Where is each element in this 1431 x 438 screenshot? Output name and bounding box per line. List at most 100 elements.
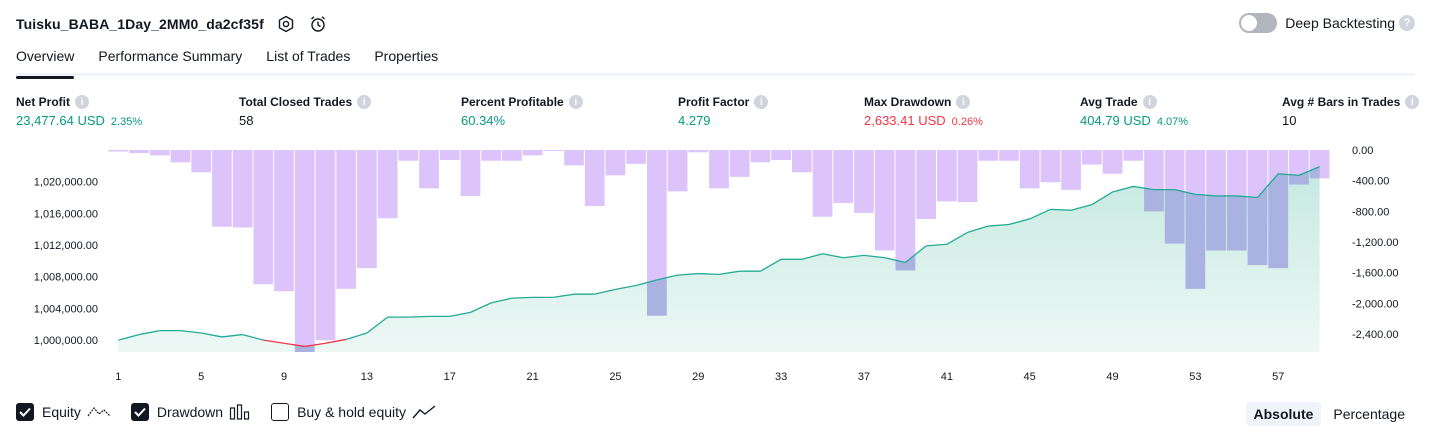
metric-max-drawdown: Max Drawdown i 2,633.41 USD 0.26% xyxy=(864,94,983,129)
drawdown-bar xyxy=(460,150,481,197)
info-icon[interactable]: i xyxy=(1405,95,1420,109)
drawdown-bar xyxy=(439,150,460,160)
metric-total-closed-trades: Total Closed Trades i 58 xyxy=(239,94,372,129)
equity-segment xyxy=(904,245,927,263)
equity-segment xyxy=(470,302,492,313)
left-axis-tick: 1,008,000.00 xyxy=(34,272,98,284)
info-icon[interactable]: i xyxy=(1142,95,1157,109)
deep-backtesting-toggle[interactable] xyxy=(1239,13,1278,33)
drawdown-bar xyxy=(377,150,398,219)
x-axis-tick: 29 xyxy=(692,371,704,383)
drawdown-bar xyxy=(626,150,647,164)
info-icon[interactable]: i xyxy=(75,95,89,109)
left-axis-tick: 1,016,000.00 xyxy=(34,208,98,220)
drawdown-bar xyxy=(647,150,667,316)
equity-segment xyxy=(1091,191,1113,206)
equity-segment xyxy=(491,297,513,304)
legend-buy-hold-label: Buy & hold equity xyxy=(297,404,407,420)
chart-legend: Equity Drawdown Buy & hold equity xyxy=(16,403,456,421)
right-axis: 0.00 -400.00 -800.00 -1,200.00 -1,600.00 -2,0… xyxy=(1352,145,1398,341)
drawdown-bar xyxy=(916,150,936,220)
report-tabs: Overview Performance Summary List of Tra… xyxy=(16,42,1415,79)
metric-percent-profitable: Percent Profitable i 60.34% xyxy=(461,94,583,129)
buy-hold-checkbox[interactable] xyxy=(271,403,290,421)
right-axis-tick: -2,000.00 xyxy=(1352,298,1398,310)
metric-label: Total Closed Trades xyxy=(239,95,353,109)
drawdown-bar xyxy=(688,150,709,153)
metric-value: 23,477.64 USD xyxy=(16,113,105,128)
legend-equity-label: Equity xyxy=(42,404,81,420)
equity-segment xyxy=(221,333,243,338)
legend-drawdown[interactable]: Drawdown xyxy=(130,403,251,421)
percentage-button[interactable]: Percentage xyxy=(1333,406,1405,422)
equity-checkbox[interactable] xyxy=(16,403,34,421)
drawdown-bar xyxy=(667,150,688,192)
equity-segment xyxy=(408,315,430,318)
legend-buy-hold[interactable]: Buy & hold equity xyxy=(271,403,436,421)
equity-segment xyxy=(863,254,885,259)
equity-segment xyxy=(988,223,1010,227)
drawdown-bar xyxy=(191,150,212,173)
settings-icon[interactable] xyxy=(276,14,296,34)
drawdown-bar xyxy=(232,150,253,228)
x-axis-tick: 49 xyxy=(1106,371,1118,383)
equity-segment xyxy=(553,293,575,298)
x-axis-tick: 5 xyxy=(198,371,204,383)
equity-drawdown-chart[interactable]: 1,000,000.00 1,004,000.00 1,008,000.00 1,01… xyxy=(0,140,1431,396)
tab-properties[interactable]: Properties xyxy=(374,48,439,64)
drawdown-bar xyxy=(957,150,978,203)
drawdown-bar xyxy=(895,150,916,271)
legend-equity[interactable]: Equity xyxy=(16,403,111,421)
drawdown-bar xyxy=(771,150,791,160)
drawdown-bar xyxy=(605,150,626,176)
equity-segment xyxy=(201,332,223,338)
drawdown-bar xyxy=(274,150,294,292)
drawdown-bar xyxy=(854,150,874,213)
info-icon[interactable]: i xyxy=(754,95,769,109)
drawdown-bar xyxy=(874,150,895,251)
equity-line-icon xyxy=(87,404,111,420)
info-icon[interactable]: i xyxy=(956,95,971,109)
drawdown-bar xyxy=(1061,150,1081,190)
equity-segment xyxy=(118,333,140,341)
metric-value: 60.34% xyxy=(461,113,506,128)
drawdown-checkbox[interactable] xyxy=(130,403,149,421)
right-axis-tick: -800.00 xyxy=(1352,206,1389,218)
equity-segment xyxy=(656,274,678,281)
absolute-button[interactable]: Absolute xyxy=(1245,402,1322,426)
tab-overview[interactable]: Overview xyxy=(16,42,75,79)
equity-segment xyxy=(1298,166,1320,176)
equity-segment xyxy=(1133,185,1155,191)
equity-area-fill xyxy=(118,166,1320,352)
drawdown-bar xyxy=(729,150,750,177)
drawdown-bar xyxy=(212,150,232,227)
info-icon[interactable]: i xyxy=(568,95,583,109)
equity-segment xyxy=(263,339,285,344)
x-axis-tick: 9 xyxy=(281,371,287,383)
equity-segment xyxy=(677,272,699,276)
info-icon[interactable]: i xyxy=(357,95,372,109)
metric-percent: 4.07% xyxy=(1156,116,1189,128)
equity-segment xyxy=(180,329,202,334)
x-axis-tick: 41 xyxy=(941,371,953,383)
equity-segment xyxy=(1050,208,1072,211)
metric-value: 10 xyxy=(1282,113,1297,128)
metric-label: Percent Profitable xyxy=(461,95,564,109)
metric-net-profit: Net Profit i 23,477.64 USD 2.35% xyxy=(16,94,142,129)
equity-segment xyxy=(718,270,740,276)
alarm-clock-icon[interactable] xyxy=(308,14,328,34)
drawdown-bar xyxy=(1019,150,1040,189)
drawdown-overlap-bar xyxy=(1268,166,1289,269)
tab-performance-summary[interactable]: Performance Summary xyxy=(98,48,243,64)
drawdown-bar xyxy=(419,150,439,189)
help-icon[interactable]: ? xyxy=(1399,15,1415,31)
tab-list-of-trades[interactable]: List of Trades xyxy=(266,48,351,64)
check-icon xyxy=(134,407,146,417)
settings-glyph xyxy=(278,15,294,33)
x-axis-tick: 45 xyxy=(1024,371,1036,383)
equity-segment xyxy=(511,296,533,299)
equity-segment xyxy=(760,258,782,272)
metric-value: 58 xyxy=(239,113,254,128)
equity-segment xyxy=(1236,195,1258,199)
drawdown-bars-icon xyxy=(229,404,251,420)
